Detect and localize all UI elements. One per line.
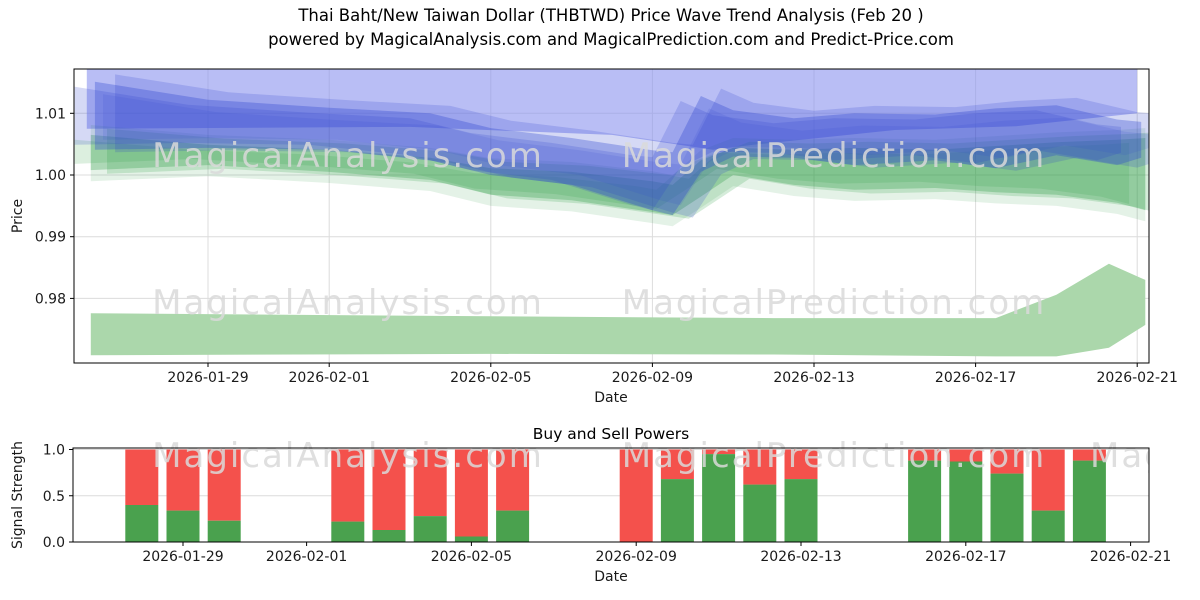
price-xaxis-label: Date — [594, 390, 627, 406]
x-tick-label: 2026-02-13 — [760, 549, 841, 565]
y-tick-label: 0.0 — [43, 535, 65, 551]
buy-bar-segment — [702, 454, 736, 542]
buy-bar-segment — [207, 520, 241, 542]
wave-band-green — [74, 139, 1130, 209]
y-tick-label: 0.5 — [43, 489, 65, 505]
sell-bar-segment — [331, 449, 365, 522]
buy-bar-segment — [166, 510, 200, 542]
sell-bar-segment — [1031, 449, 1065, 511]
buy-bar-segment — [949, 461, 983, 542]
wave-bands — [74, 69, 1149, 357]
x-tick-label: 2026-02-17 — [925, 549, 1006, 565]
buy-bar-segment — [454, 536, 488, 542]
sell-bar-segment — [1072, 449, 1106, 461]
watermark-text: MagicalAnalysis.com — [152, 283, 544, 323]
sell-bar-segment — [496, 449, 530, 511]
x-tick-label: 2026-02-01 — [266, 549, 347, 565]
x-tick-label: 2026-01-29 — [142, 549, 223, 565]
x-tick-label: 2026-02-05 — [431, 549, 512, 565]
chart-subtitle: powered by MagicalAnalysis.com and Magic… — [268, 30, 954, 49]
x-tick-label: 2026-01-29 — [167, 370, 248, 386]
y-tick-label: 1.0 — [43, 443, 65, 459]
buy-bar-segment — [908, 460, 942, 542]
sell-bar-segment — [166, 449, 200, 511]
buy-bar-segment — [660, 479, 694, 542]
x-tick-label: 2026-02-09 — [612, 370, 693, 386]
sell-bar-segment — [372, 449, 406, 530]
price-yaxis-label: Price — [10, 199, 26, 233]
sell-bar-segment — [784, 449, 818, 480]
wave-band-blue — [103, 94, 1149, 206]
chart-title: Thai Baht/New Taiwan Dollar (THBTWD) Pri… — [298, 6, 924, 25]
sell-bar-segment — [743, 449, 777, 485]
sell-bar-segment — [990, 449, 1024, 474]
signal-bars — [125, 449, 1106, 542]
watermark-text: MagicalPrediction.com — [622, 283, 1047, 323]
price-plot-frame — [73, 68, 1150, 364]
buy-bar-segment — [413, 516, 447, 542]
sell-bar-segment — [702, 449, 736, 455]
buy-bar-segment — [496, 510, 530, 542]
x-tick-label: 2026-02-09 — [596, 549, 677, 565]
y-tick-label: 1.00 — [35, 168, 66, 184]
lower-envelope-band — [90, 263, 1146, 357]
buy-bar-segment — [743, 484, 777, 542]
power-plot-frame — [72, 447, 1150, 543]
sell-bar-segment — [125, 449, 159, 505]
x-tick-label: 2026-02-05 — [450, 370, 531, 386]
power-yaxis-label: Signal Strength — [10, 441, 26, 549]
buy-bar-segment — [331, 521, 365, 542]
sell-bar-segment — [207, 449, 241, 521]
wave-band-green — [90, 134, 1146, 216]
sell-bar-segment — [454, 449, 488, 537]
buy-bar-segment — [372, 530, 406, 542]
buy-bar-segment — [784, 479, 818, 542]
y-tick-label: 0.99 — [35, 230, 66, 246]
wave-band-blue — [115, 74, 1149, 218]
sell-bar-segment — [413, 449, 447, 517]
x-tick-label: 2026-02-13 — [773, 370, 854, 386]
watermark-text: MagicalPrediction.com — [622, 436, 1047, 476]
y-tick-label: 0.98 — [35, 291, 66, 307]
watermark-text: MagicalPrediction.com — [622, 136, 1047, 176]
sell-bar-segment — [619, 449, 653, 542]
buy-bar-segment — [990, 473, 1024, 542]
watermark-text: MagicalAnalysis.com — [152, 136, 544, 176]
watermark-text: MagicalAnalysis.com — [152, 436, 544, 476]
sell-bar-segment — [949, 449, 983, 462]
x-tick-label: 2026-02-21 — [1097, 370, 1178, 386]
sell-bar-segment — [660, 449, 694, 480]
buy-bar-segment — [1072, 460, 1106, 542]
wave-band-blue — [74, 86, 1122, 211]
buy-bar-segment — [125, 505, 159, 542]
wave-band-green — [107, 128, 1149, 219]
x-tick-label: 2026-02-17 — [935, 370, 1016, 386]
watermark-text: MagicalAnalysis.com — [1090, 436, 1200, 476]
forecast-band-lavender — [86, 69, 1138, 150]
x-tick-label: 2026-02-21 — [1090, 549, 1171, 565]
buy-bar-segment — [1031, 510, 1065, 542]
x-tick-label: 2026-02-01 — [289, 370, 370, 386]
power-chart-title: Buy and Sell Powers — [533, 425, 690, 443]
wave-band-blue — [94, 81, 1142, 216]
y-tick-label: 1.01 — [35, 106, 66, 122]
wave-band-green — [90, 125, 1146, 227]
sell-bar-segment — [908, 449, 942, 461]
power-xaxis-label: Date — [594, 569, 627, 585]
